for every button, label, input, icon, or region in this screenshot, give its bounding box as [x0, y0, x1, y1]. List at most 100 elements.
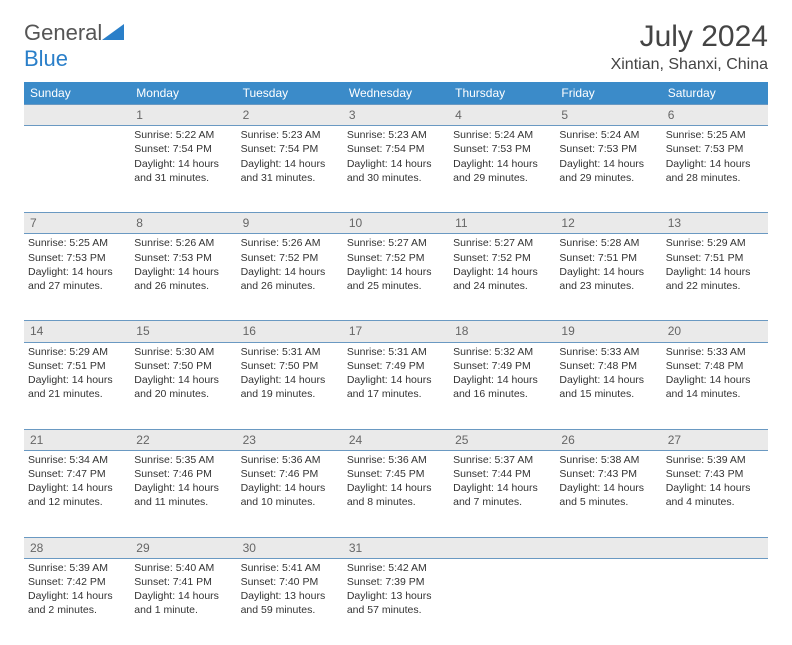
- sunrise-text: Sunrise: 5:24 AM: [453, 128, 551, 142]
- day-number: 15: [130, 321, 236, 342]
- day-number: 20: [662, 321, 768, 342]
- day-cell: Sunrise: 5:38 AMSunset: 7:43 PMDaylight:…: [555, 450, 661, 537]
- day-cell: [662, 558, 768, 645]
- day-cell: Sunrise: 5:32 AMSunset: 7:49 PMDaylight:…: [449, 342, 555, 429]
- day-cell: Sunrise: 5:30 AMSunset: 7:50 PMDaylight:…: [130, 342, 236, 429]
- daylight-text: Daylight: 14 hours and 23 minutes.: [559, 265, 657, 293]
- sunset-text: Sunset: 7:45 PM: [347, 467, 445, 481]
- day-number: 3: [343, 105, 449, 126]
- day-cell: Sunrise: 5:36 AMSunset: 7:46 PMDaylight:…: [237, 450, 343, 537]
- month-title: July 2024: [611, 20, 768, 54]
- sunrise-text: Sunrise: 5:26 AM: [241, 236, 339, 250]
- daylight-text: Daylight: 14 hours and 8 minutes.: [347, 481, 445, 509]
- sunrise-text: Sunrise: 5:34 AM: [28, 453, 126, 467]
- sunset-text: Sunset: 7:39 PM: [347, 575, 445, 589]
- day-number: 12: [555, 213, 661, 234]
- sunrise-text: Sunrise: 5:39 AM: [28, 561, 126, 575]
- day-number-row: 21222324252627: [24, 429, 768, 450]
- daylight-text: Daylight: 14 hours and 5 minutes.: [559, 481, 657, 509]
- sunrise-text: Sunrise: 5:24 AM: [559, 128, 657, 142]
- sunset-text: Sunset: 7:48 PM: [559, 359, 657, 373]
- day-number: 21: [24, 429, 130, 450]
- day-cell: Sunrise: 5:39 AMSunset: 7:43 PMDaylight:…: [662, 450, 768, 537]
- day-number: 4: [449, 105, 555, 126]
- sunset-text: Sunset: 7:42 PM: [28, 575, 126, 589]
- day-number-row: 123456: [24, 105, 768, 126]
- day-number: 7: [24, 213, 130, 234]
- daylight-text: Daylight: 14 hours and 26 minutes.: [134, 265, 232, 293]
- day-number-row: 28293031: [24, 537, 768, 558]
- day-content-row: Sunrise: 5:22 AMSunset: 7:54 PMDaylight:…: [24, 126, 768, 213]
- day-number: 22: [130, 429, 236, 450]
- day-number: [662, 537, 768, 558]
- day-cell: Sunrise: 5:25 AMSunset: 7:53 PMDaylight:…: [662, 126, 768, 213]
- daylight-text: Daylight: 14 hours and 27 minutes.: [28, 265, 126, 293]
- day-number: 17: [343, 321, 449, 342]
- daylight-text: Daylight: 14 hours and 21 minutes.: [28, 373, 126, 401]
- sunrise-text: Sunrise: 5:40 AM: [134, 561, 232, 575]
- day-cell: Sunrise: 5:42 AMSunset: 7:39 PMDaylight:…: [343, 558, 449, 645]
- daylight-text: Daylight: 14 hours and 1 minute.: [134, 589, 232, 617]
- day-content-row: Sunrise: 5:34 AMSunset: 7:47 PM Daylight:…: [24, 450, 768, 537]
- sunrise-text: Sunrise: 5:33 AM: [666, 345, 764, 359]
- day-content-row: Sunrise: 5:29 AMSunset: 7:51 PMDaylight:…: [24, 342, 768, 429]
- day-cell: Sunrise: 5:28 AMSunset: 7:51 PMDaylight:…: [555, 234, 661, 321]
- sunrise-text: Sunrise: 5:27 AM: [347, 236, 445, 250]
- sunset-text: Sunset: 7:48 PM: [666, 359, 764, 373]
- day-number: 29: [130, 537, 236, 558]
- weekday-header: Sunday: [24, 82, 130, 105]
- day-content-row: Sunrise: 5:25 AMSunset: 7:53 PMDaylight:…: [24, 234, 768, 321]
- weekday-header: Wednesday: [343, 82, 449, 105]
- sunset-text: Sunset: 7:52 PM: [453, 251, 551, 265]
- day-number: 23: [237, 429, 343, 450]
- sunset-text: Sunset: 7:43 PM: [559, 467, 657, 481]
- day-cell: Sunrise: 5:34 AMSunset: 7:47 PMDaylight:…: [24, 450, 130, 537]
- daylight-text: Daylight: 14 hours and 25 minutes.: [347, 265, 445, 293]
- day-cell: Sunrise: 5:40 AMSunset: 7:41 PMDaylight:…: [130, 558, 236, 645]
- day-cell: Sunrise: 5:37 AMSunset: 7:44 PMDaylight:…: [449, 450, 555, 537]
- sunrise-text: Sunrise: 5:37 AM: [453, 453, 551, 467]
- sunset-text: Sunset: 7:53 PM: [28, 251, 126, 265]
- day-number: [24, 105, 130, 126]
- daylight-text: Daylight: 14 hours and 29 minutes.: [453, 157, 551, 185]
- day-number: 18: [449, 321, 555, 342]
- title-block: July 2024 Xintian, Shanxi, China: [611, 20, 768, 74]
- day-number: [555, 537, 661, 558]
- weekday-header: Friday: [555, 82, 661, 105]
- day-cell: Sunrise: 5:24 AMSunset: 7:53 PMDaylight:…: [555, 126, 661, 213]
- sunrise-text: Sunrise: 5:36 AM: [347, 453, 445, 467]
- sunset-text: Sunset: 7:52 PM: [241, 251, 339, 265]
- daylight-text: Daylight: 14 hours and 19 minutes.: [241, 373, 339, 401]
- sunset-text: Sunset: 7:49 PM: [453, 359, 551, 373]
- sunrise-text: Sunrise: 5:29 AM: [28, 345, 126, 359]
- sunset-text: Sunset: 7:46 PM: [134, 467, 232, 481]
- sunset-text: Sunset: 7:53 PM: [134, 251, 232, 265]
- sunrise-text: Sunrise: 5:41 AM: [241, 561, 339, 575]
- day-cell: Sunrise: 5:33 AMSunset: 7:48 PMDaylight:…: [555, 342, 661, 429]
- day-cell: Sunrise: 5:22 AMSunset: 7:54 PMDaylight:…: [130, 126, 236, 213]
- day-cell: Sunrise: 5:23 AMSunset: 7:54 PMDaylight:…: [237, 126, 343, 213]
- day-number: [449, 537, 555, 558]
- day-number: 16: [237, 321, 343, 342]
- daylight-text: Daylight: 14 hours and 7 minutes.: [453, 481, 551, 509]
- daylight-text: Daylight: 14 hours and 4 minutes.: [666, 481, 764, 509]
- daylight-text: Daylight: 14 hours and 29 minutes.: [559, 157, 657, 185]
- daylight-text: Daylight: 14 hours and 10 minutes.: [241, 481, 339, 509]
- logo-triangle-icon: [102, 24, 124, 40]
- day-number: 24: [343, 429, 449, 450]
- daylight-text: Daylight: 14 hours and 26 minutes.: [241, 265, 339, 293]
- day-number: 11: [449, 213, 555, 234]
- weekday-header: Monday: [130, 82, 236, 105]
- sunrise-text: Sunrise: 5:42 AM: [347, 561, 445, 575]
- sunset-text: Sunset: 7:46 PM: [241, 467, 339, 481]
- sunset-text: Sunset: 7:54 PM: [134, 142, 232, 156]
- sunset-text: Sunset: 7:43 PM: [666, 467, 764, 481]
- day-number-row: 78910111213: [24, 213, 768, 234]
- daylight-text: Daylight: 14 hours and 20 minutes.: [134, 373, 232, 401]
- sunset-text: Sunset: 7:51 PM: [28, 359, 126, 373]
- sunrise-text: Sunrise: 5:32 AM: [453, 345, 551, 359]
- daylight-text: Daylight: 14 hours and 11 minutes.: [134, 481, 232, 509]
- sunrise-text: Sunrise: 5:38 AM: [559, 453, 657, 467]
- sunset-text: Sunset: 7:47 PM: [28, 467, 126, 481]
- day-number: 9: [237, 213, 343, 234]
